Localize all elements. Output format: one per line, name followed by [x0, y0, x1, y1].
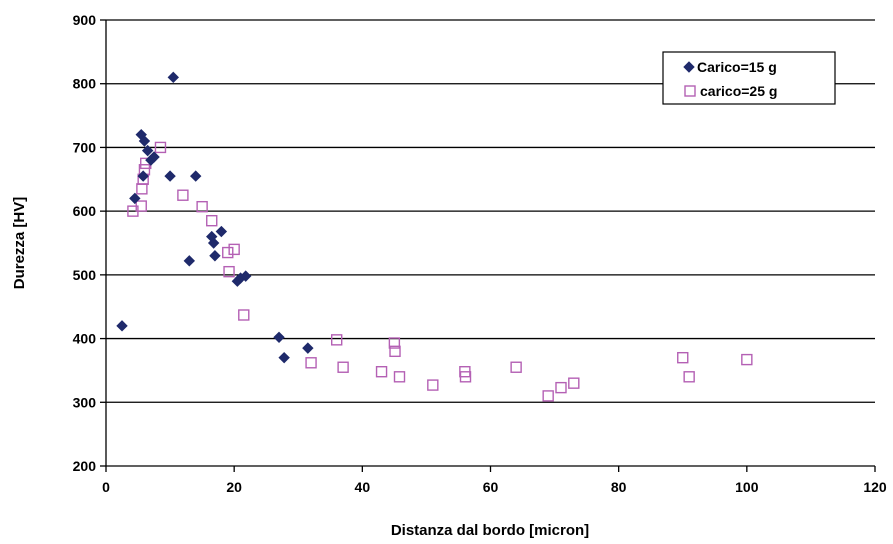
data-point-s0-19 — [273, 331, 285, 344]
x-tick-label-80: 80 — [611, 479, 627, 495]
data-point-s0-3 — [137, 170, 149, 182]
y-tick-label-800: 800 — [73, 76, 97, 92]
data-point-s1-30 — [741, 353, 753, 366]
data-point-s1-23 — [459, 371, 472, 383]
legend-marker-carico-15 — [683, 61, 695, 73]
data-point-s0-7 — [148, 151, 160, 163]
data-point-s1-11 — [223, 265, 235, 278]
data-point-s1-26 — [555, 381, 567, 394]
data-point-s0-13 — [207, 237, 220, 249]
x-tick-label-60: 60 — [483, 479, 499, 495]
data-point-s1-2 — [136, 183, 148, 195]
y-tick-label-700: 700 — [73, 139, 97, 155]
data-point-s1-9 — [206, 214, 218, 227]
x-tick-label-120: 120 — [863, 479, 887, 495]
y-tick-label-400: 400 — [73, 331, 97, 347]
legend-box — [662, 51, 836, 105]
data-point-s0-5 — [141, 144, 154, 157]
data-point-s1-18 — [388, 337, 401, 349]
y-tick-label-900: 900 — [73, 12, 97, 28]
data-point-s0-0 — [116, 320, 128, 332]
data-point-s0-15 — [215, 225, 228, 238]
legend-label-carico-25: carico=25 g — [700, 83, 777, 99]
data-point-s0-18 — [239, 270, 252, 282]
data-point-s1-6 — [154, 141, 167, 154]
data-point-s1-24 — [510, 361, 522, 373]
data-point-s0-1 — [129, 192, 141, 205]
x-tick-label-20: 20 — [226, 479, 242, 495]
data-point-s1-10 — [222, 246, 234, 259]
data-point-s1-27 — [568, 377, 580, 389]
y-tick-label-300: 300 — [73, 394, 97, 410]
y-tick-label-600: 600 — [73, 203, 97, 219]
data-point-s0-21 — [302, 342, 314, 354]
data-point-s0-10 — [183, 255, 196, 267]
data-point-s1-21 — [427, 379, 439, 391]
legend-marker-carico-25 — [684, 85, 696, 97]
data-point-s0-8 — [164, 170, 176, 182]
y-tick-label-200: 200 — [73, 458, 97, 474]
data-point-s0-9 — [167, 71, 179, 84]
x-tick-label-40: 40 — [355, 479, 371, 495]
x-tick-label-100: 100 — [735, 479, 759, 495]
legend-diamond-marker — [683, 61, 695, 73]
data-point-s1-12 — [228, 243, 240, 256]
data-point-s0-20 — [278, 351, 290, 364]
data-point-s1-7 — [177, 189, 189, 201]
legend-label-carico-15: Carico=15 g — [697, 59, 777, 75]
data-point-s1-1 — [135, 200, 147, 212]
axes — [100, 19, 876, 472]
x-tick-label-0: 0 — [102, 479, 110, 495]
data-point-s0-4 — [138, 135, 151, 147]
data-point-s1-20 — [393, 371, 406, 383]
data-point-s1-8 — [196, 200, 208, 213]
data-point-s0-11 — [190, 170, 202, 182]
tick-labels: 200 300 400 500 600 700 800 900 0 20 40 60 80 100 120 — [73, 12, 887, 495]
data-point-s1-15 — [331, 334, 343, 346]
data-point-s1-25 — [542, 390, 554, 402]
data-point-s1-19 — [389, 345, 401, 358]
legend-square-marker — [684, 85, 696, 97]
data-point-s1-16 — [337, 361, 349, 373]
data-points — [116, 71, 753, 402]
data-point-s1-13 — [238, 309, 250, 321]
data-point-s1-17 — [375, 366, 388, 378]
data-point-s1-29 — [683, 371, 695, 383]
y-axis-title: Durezza [HV] — [11, 197, 28, 290]
data-point-s1-14 — [305, 357, 317, 369]
x-axis-title: Distanza dal bordo [micron] — [391, 522, 589, 539]
data-point-s0-14 — [209, 250, 221, 262]
data-point-s1-28 — [677, 351, 689, 364]
y-tick-label-500: 500 — [73, 267, 97, 283]
legend: Carico=15 g carico=25 g — [662, 51, 836, 105]
